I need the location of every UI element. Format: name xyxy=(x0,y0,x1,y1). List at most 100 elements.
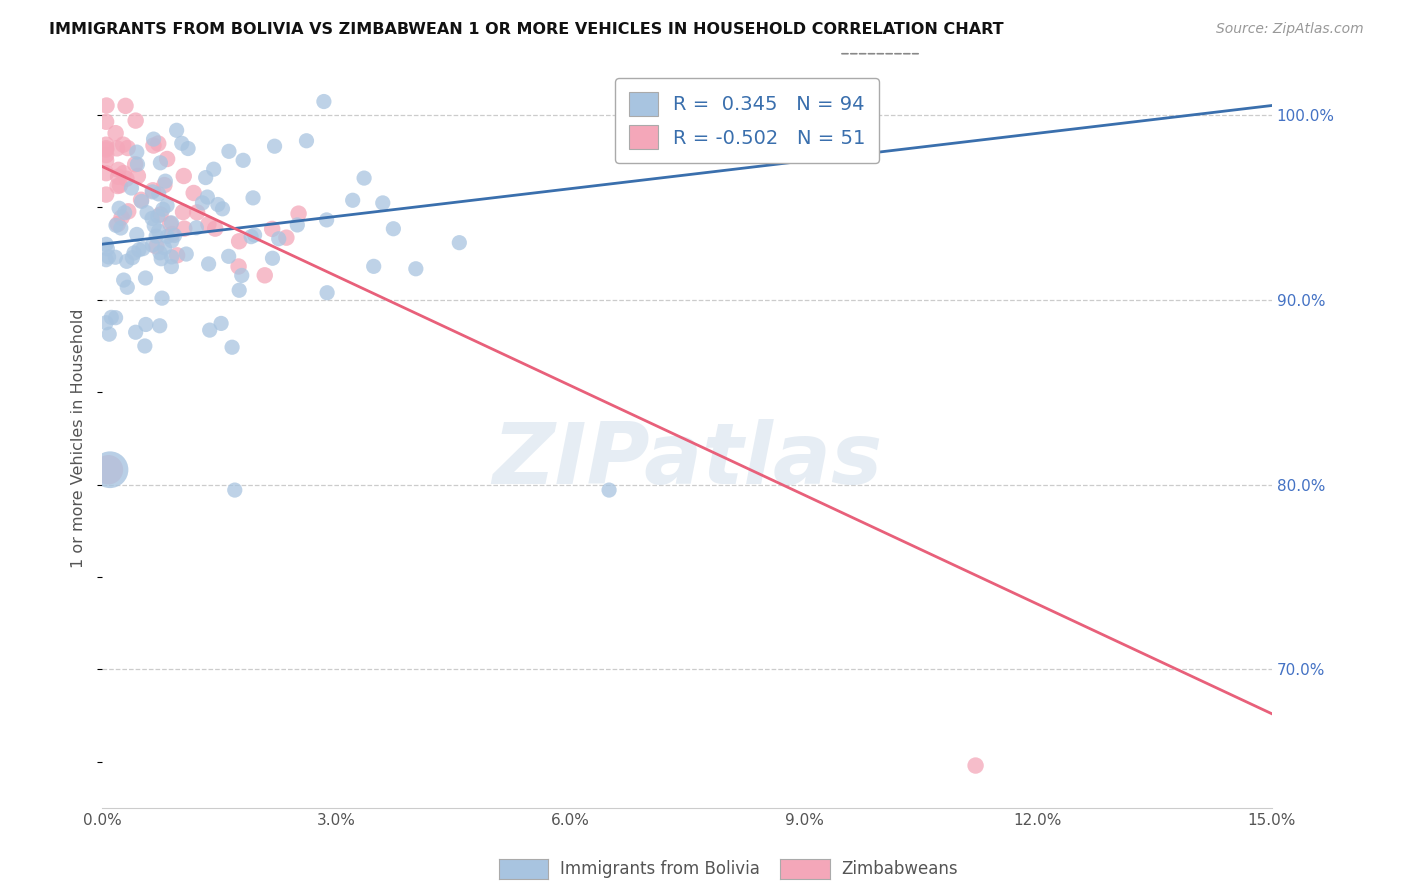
Point xyxy=(342,194,364,208)
Point xyxy=(242,191,264,205)
Point xyxy=(115,171,138,186)
Point xyxy=(98,463,121,477)
Point xyxy=(141,211,163,226)
Point xyxy=(197,257,219,271)
Point xyxy=(163,228,186,243)
Point xyxy=(96,98,118,112)
Point xyxy=(262,222,284,236)
Point xyxy=(136,205,159,219)
Point xyxy=(117,141,139,155)
Text: Source: ZipAtlas.com: Source: ZipAtlas.com xyxy=(1216,22,1364,37)
Point xyxy=(156,198,179,212)
Point xyxy=(149,318,172,333)
Point xyxy=(114,206,136,220)
Legend: R =  0.345   N = 94, R = -0.502   N = 51: R = 0.345 N = 94, R = -0.502 N = 51 xyxy=(614,78,879,162)
Point xyxy=(166,248,188,262)
Point xyxy=(156,229,179,244)
Point xyxy=(121,181,143,195)
Point xyxy=(965,758,987,772)
Point xyxy=(315,213,337,227)
Point xyxy=(198,323,221,337)
Point xyxy=(146,209,169,223)
Point xyxy=(142,138,165,153)
Point xyxy=(94,143,117,157)
Text: ZIPatlas: ZIPatlas xyxy=(492,419,882,502)
Point xyxy=(253,268,276,283)
Text: Immigrants from Bolivia: Immigrants from Bolivia xyxy=(560,860,759,878)
Point xyxy=(112,137,135,152)
Point xyxy=(110,211,132,225)
Point xyxy=(94,237,117,252)
Point xyxy=(149,245,172,260)
Point xyxy=(170,136,193,151)
Point xyxy=(100,310,122,325)
Point xyxy=(449,235,471,250)
Point xyxy=(405,261,427,276)
Point xyxy=(98,327,121,342)
Point xyxy=(94,252,117,267)
Point xyxy=(382,221,405,235)
Point xyxy=(211,202,233,216)
Point xyxy=(97,463,120,477)
Point xyxy=(228,260,250,274)
Point xyxy=(108,201,131,215)
Point xyxy=(149,207,172,221)
Point xyxy=(129,193,152,207)
Point xyxy=(115,254,138,268)
Point xyxy=(243,227,266,242)
Point xyxy=(152,202,174,217)
Point xyxy=(94,316,117,330)
Point xyxy=(267,232,290,246)
Point xyxy=(131,194,153,209)
Point xyxy=(94,137,117,152)
Point xyxy=(124,113,146,128)
Point xyxy=(173,221,195,235)
Text: Zimbabweans: Zimbabweans xyxy=(841,860,957,878)
Point xyxy=(183,186,205,200)
Point xyxy=(371,195,394,210)
Point xyxy=(148,136,170,151)
Point xyxy=(159,217,181,231)
Point xyxy=(117,280,139,294)
Point xyxy=(232,153,254,168)
Point xyxy=(125,227,148,242)
Point xyxy=(316,285,339,300)
Point xyxy=(94,115,117,129)
Point xyxy=(142,183,165,197)
Point xyxy=(194,170,217,185)
Point xyxy=(94,153,117,168)
Point xyxy=(141,238,163,252)
Point xyxy=(263,139,285,153)
Point xyxy=(240,229,263,244)
Point xyxy=(148,186,170,201)
Point xyxy=(177,142,200,156)
Point xyxy=(121,251,143,265)
Point xyxy=(105,141,128,155)
Point xyxy=(114,99,136,113)
Point xyxy=(209,317,232,331)
Point xyxy=(104,219,127,233)
Point xyxy=(353,171,375,186)
Point xyxy=(112,166,135,180)
Point xyxy=(149,156,172,170)
Point xyxy=(117,204,139,219)
Point xyxy=(150,252,173,266)
Point xyxy=(135,318,157,332)
Point xyxy=(218,249,240,263)
Y-axis label: 1 or more Vehicles in Household: 1 or more Vehicles in Household xyxy=(72,309,86,568)
Point xyxy=(231,268,253,283)
Point xyxy=(228,234,250,248)
Point xyxy=(104,126,127,140)
Text: IMMIGRANTS FROM BOLIVIA VS ZIMBABWEAN 1 OR MORE VEHICLES IN HOUSEHOLD CORRELATIO: IMMIGRANTS FROM BOLIVIA VS ZIMBABWEAN 1 … xyxy=(49,22,1004,37)
Point xyxy=(174,247,197,261)
Point xyxy=(172,205,194,219)
Point xyxy=(363,260,385,274)
Point xyxy=(262,252,284,266)
Point xyxy=(276,230,298,244)
Point xyxy=(148,224,170,238)
Point xyxy=(153,241,176,255)
Point xyxy=(104,250,127,264)
Point xyxy=(104,310,127,325)
Point xyxy=(218,145,240,159)
Point xyxy=(132,242,155,256)
